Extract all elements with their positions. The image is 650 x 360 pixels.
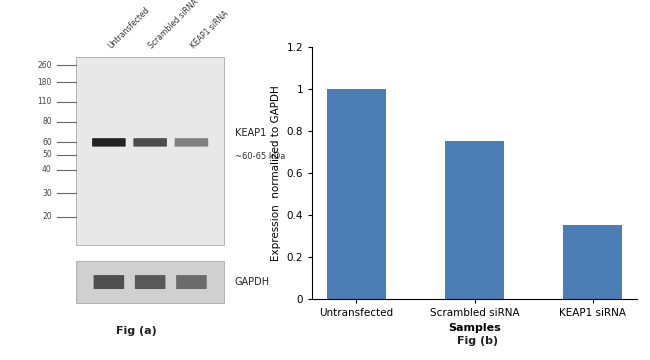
Text: Untransfected: Untransfected xyxy=(106,5,151,50)
Text: 20: 20 xyxy=(42,212,52,221)
Bar xyxy=(445,141,504,299)
FancyBboxPatch shape xyxy=(77,57,224,245)
Text: 50: 50 xyxy=(42,150,52,159)
FancyBboxPatch shape xyxy=(77,261,224,303)
X-axis label: Samples: Samples xyxy=(448,323,501,333)
Text: Fig (a): Fig (a) xyxy=(116,325,157,336)
Text: Fig (b): Fig (b) xyxy=(457,336,499,346)
Text: GAPDH: GAPDH xyxy=(235,277,270,287)
Text: KEAP1 siRNA: KEAP1 siRNA xyxy=(188,9,230,50)
FancyBboxPatch shape xyxy=(176,275,207,289)
Text: 180: 180 xyxy=(38,78,52,87)
FancyBboxPatch shape xyxy=(94,275,124,289)
FancyBboxPatch shape xyxy=(133,138,167,147)
Text: 30: 30 xyxy=(42,189,52,198)
Text: KEAP1: KEAP1 xyxy=(235,128,266,138)
Bar xyxy=(563,225,622,299)
Text: 80: 80 xyxy=(42,117,52,126)
Bar xyxy=(327,89,386,299)
FancyBboxPatch shape xyxy=(175,138,208,147)
Y-axis label: Expression  normalized to GAPDH: Expression normalized to GAPDH xyxy=(271,85,281,261)
FancyBboxPatch shape xyxy=(92,138,125,147)
Text: 40: 40 xyxy=(42,165,52,174)
Text: 110: 110 xyxy=(38,98,52,107)
Text: 260: 260 xyxy=(37,61,52,70)
FancyBboxPatch shape xyxy=(135,275,166,289)
Text: 60: 60 xyxy=(42,138,52,147)
Text: Scrambled siRNA: Scrambled siRNA xyxy=(148,0,200,50)
Text: ~60-65 kDa: ~60-65 kDa xyxy=(235,153,285,162)
